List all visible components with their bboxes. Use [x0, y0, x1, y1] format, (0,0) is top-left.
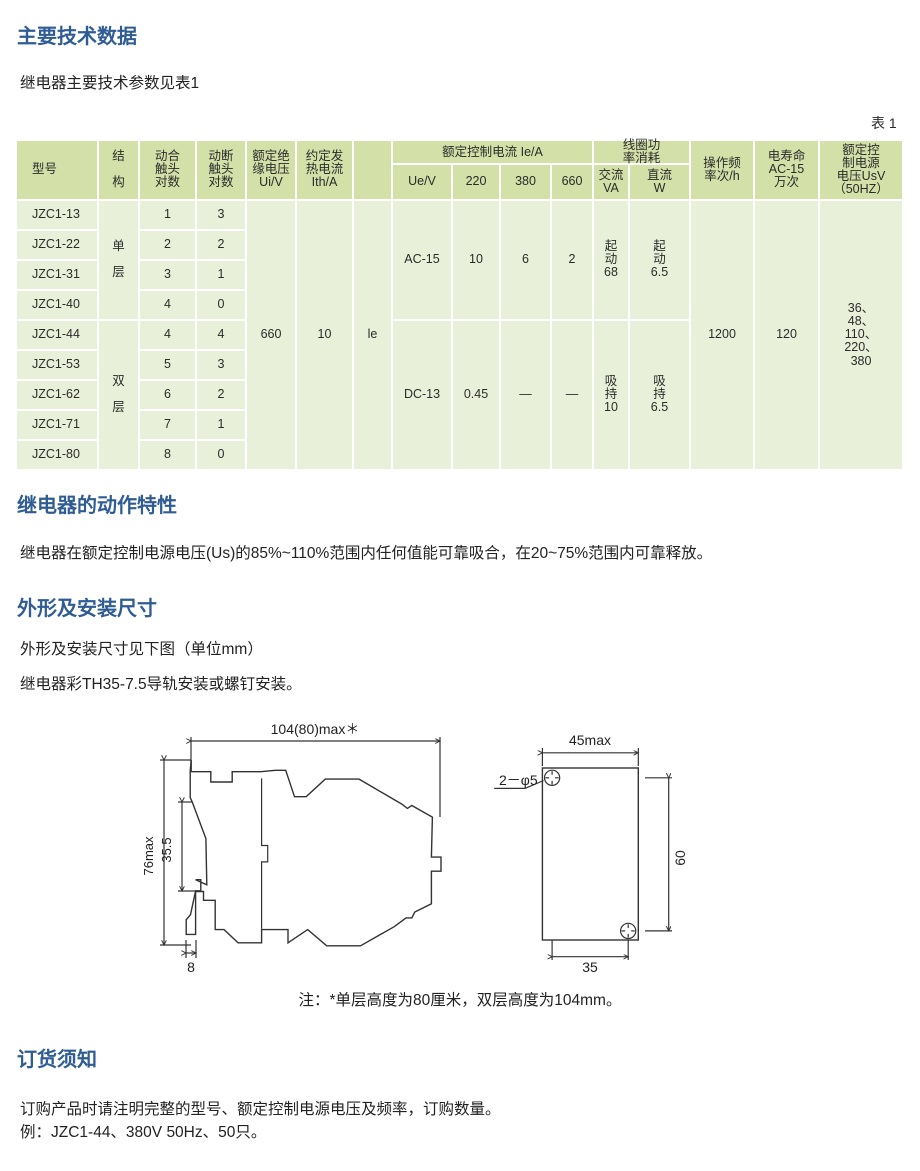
svg-text:35: 35 — [582, 959, 598, 975]
svg-text:8: 8 — [187, 959, 195, 975]
svg-text:60: 60 — [672, 850, 688, 866]
svg-text:35.5: 35.5 — [159, 837, 174, 862]
svg-text:104(80)max＊: 104(80)max＊ — [271, 721, 360, 737]
svg-text:76max: 76max — [141, 836, 156, 876]
svg-text:2－φ5: 2－φ5 — [499, 772, 538, 788]
svg-text:45max: 45max — [569, 732, 611, 748]
